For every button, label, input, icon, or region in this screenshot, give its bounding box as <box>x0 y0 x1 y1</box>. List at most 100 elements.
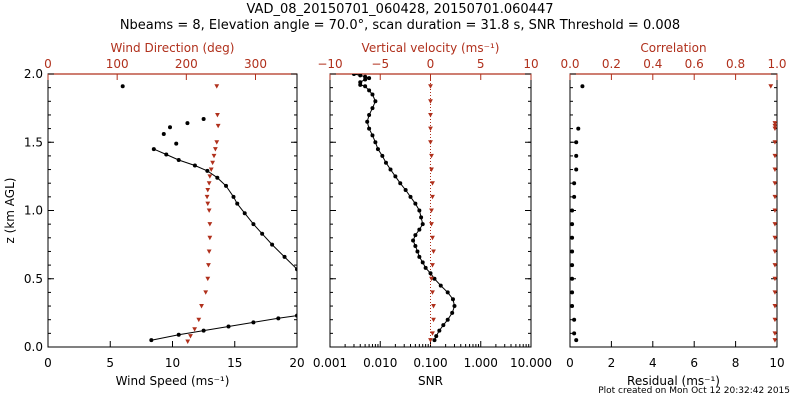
data-point <box>192 327 198 332</box>
data-point <box>196 317 202 323</box>
data-point <box>210 160 216 166</box>
data-point <box>431 249 436 254</box>
data-point <box>206 208 212 213</box>
data-point <box>205 201 211 207</box>
data-point <box>251 320 256 325</box>
data-point <box>207 222 213 227</box>
top-tick-label: 0 <box>44 57 52 71</box>
data-point <box>351 74 356 76</box>
x-tick-label: 0 <box>44 356 52 370</box>
data-point <box>380 153 385 158</box>
data-point <box>367 76 372 81</box>
data-point <box>260 231 265 236</box>
data-point <box>570 222 575 227</box>
data-point <box>430 194 435 200</box>
data-point <box>224 183 229 188</box>
data-point <box>370 92 375 97</box>
data-point <box>408 194 413 199</box>
data-point <box>212 147 218 152</box>
x-tick-label: 1.000 <box>464 356 498 370</box>
data-point <box>413 201 418 206</box>
data-point <box>428 338 433 343</box>
data-point <box>450 297 455 302</box>
data-point <box>772 222 777 227</box>
panel-1 <box>47 73 298 348</box>
data-point <box>772 331 777 336</box>
data-point <box>231 194 236 199</box>
data-point <box>205 188 211 193</box>
x-tick-label: 4 <box>649 356 657 370</box>
x-tick-label: 6 <box>690 356 698 370</box>
chart-title: VAD_08_20150701_060428, 20150701.060447 <box>246 2 554 17</box>
data-point <box>572 317 577 322</box>
y-tick-label: 1.0 <box>24 204 43 218</box>
data-point <box>772 140 777 145</box>
data-point <box>207 235 213 241</box>
data-point <box>768 84 774 89</box>
data-point <box>120 84 125 89</box>
data-point <box>572 331 577 336</box>
data-point <box>574 153 579 158</box>
data-point <box>430 263 435 268</box>
data-point <box>429 167 434 172</box>
data-point <box>161 132 166 137</box>
data-point <box>572 181 577 186</box>
data-point <box>570 208 575 213</box>
data-point <box>398 181 403 186</box>
data-point <box>203 290 209 295</box>
top-tick-label: 300 <box>244 57 267 71</box>
data-point <box>431 317 436 323</box>
data-point <box>434 334 439 339</box>
data-point <box>226 324 231 329</box>
data-point <box>576 126 581 131</box>
data-point <box>199 304 204 309</box>
data-point <box>772 276 777 282</box>
data-point <box>370 106 375 111</box>
data-point <box>276 316 281 321</box>
data-point <box>282 254 287 259</box>
data-point <box>772 153 777 159</box>
data-point <box>205 276 211 282</box>
panel-3 <box>569 73 778 348</box>
data-point <box>428 84 433 89</box>
data-point <box>772 123 777 129</box>
data-point <box>201 328 206 333</box>
data-point <box>215 112 220 118</box>
data-point <box>388 167 393 172</box>
data-point <box>420 222 425 227</box>
data-point <box>430 331 435 336</box>
data-point <box>251 222 256 227</box>
data-point <box>429 208 434 213</box>
data-point <box>772 121 777 126</box>
data-point <box>373 99 378 104</box>
data-point <box>430 290 435 295</box>
x-tick-label: 20 <box>289 356 304 370</box>
data-point <box>574 140 579 145</box>
data-point <box>375 147 380 152</box>
data-point <box>417 227 422 232</box>
x-axis-label: Wind Speed (ms⁻¹) <box>116 374 230 388</box>
data-layer <box>351 74 457 347</box>
chart-subtitle: Nbeams = 8, Elevation angle = 70.0°, sca… <box>119 18 681 33</box>
data-point <box>295 267 297 272</box>
data-point <box>574 338 579 343</box>
top-tick-label: 200 <box>175 57 198 71</box>
data-point <box>151 147 156 152</box>
data-point <box>432 276 437 281</box>
data-point <box>450 310 455 315</box>
data-point <box>206 249 212 254</box>
data-point <box>570 235 575 240</box>
data-point <box>445 317 450 322</box>
x-tick-label: 10 <box>165 356 180 370</box>
data-point <box>430 235 435 241</box>
data-point <box>188 334 193 339</box>
plot-frame <box>47 73 298 348</box>
data-point <box>185 339 191 344</box>
data-point <box>452 304 457 309</box>
data-point <box>358 74 363 78</box>
data-point <box>214 84 220 89</box>
x-tick-label: 0.010 <box>363 356 397 370</box>
data-point <box>149 338 154 343</box>
data-point <box>164 152 169 157</box>
